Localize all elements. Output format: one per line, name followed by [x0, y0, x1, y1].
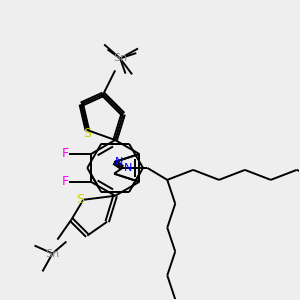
Text: S: S: [83, 127, 91, 140]
Text: N: N: [124, 163, 133, 173]
Text: N: N: [115, 157, 124, 167]
Text: F: F: [62, 176, 69, 188]
Text: F: F: [62, 148, 69, 160]
Text: Sn: Sn: [45, 248, 60, 259]
Text: S: S: [76, 193, 84, 206]
Text: Sn: Sn: [113, 53, 127, 63]
